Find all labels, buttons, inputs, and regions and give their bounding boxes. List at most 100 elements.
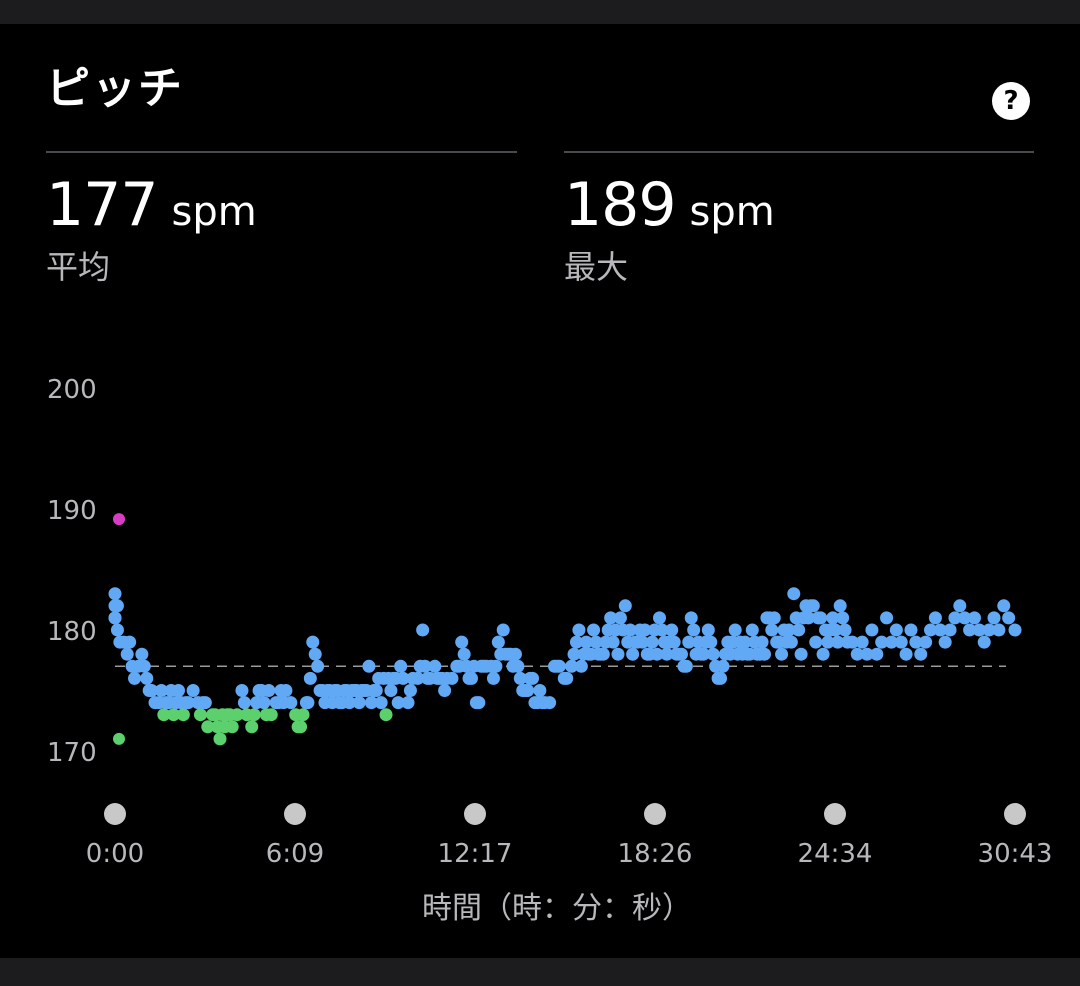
data-point — [416, 623, 430, 637]
data-point — [418, 659, 432, 673]
data-point — [1002, 611, 1016, 625]
data-point — [135, 647, 149, 661]
y-tick-label: 190 — [47, 496, 97, 526]
data-point — [201, 720, 215, 734]
data-point — [176, 708, 190, 722]
data-point — [860, 647, 874, 661]
data-point — [714, 671, 728, 685]
data-point — [938, 635, 952, 649]
x-tick-marker — [644, 803, 666, 825]
question-circle-icon[interactable]: ? — [992, 82, 1030, 120]
data-point — [919, 635, 933, 649]
data-point — [606, 635, 620, 649]
data-point — [982, 623, 996, 637]
data-point — [342, 696, 356, 710]
data-point — [284, 696, 298, 710]
data-point — [108, 587, 122, 601]
data-point — [928, 611, 942, 625]
data-point — [128, 671, 142, 685]
data-point — [108, 611, 122, 625]
data-point — [706, 647, 720, 661]
data-point — [738, 635, 752, 649]
card-title: ピッチ — [46, 63, 184, 114]
x-axis-label: 時間（時：分：秒） — [422, 891, 692, 926]
min-point — [113, 732, 125, 745]
max-point — [113, 513, 125, 526]
data-point — [213, 732, 227, 746]
data-point — [845, 635, 859, 649]
data-point — [943, 623, 957, 637]
data-point — [909, 635, 923, 649]
data-point — [560, 671, 574, 685]
data-point — [403, 684, 417, 697]
data-point — [838, 623, 852, 637]
data-point — [665, 623, 679, 637]
x-tick-label: 18:26 — [618, 839, 693, 869]
data-point — [784, 635, 798, 649]
data-point — [508, 647, 522, 661]
data-point — [704, 635, 718, 649]
data-point — [552, 659, 566, 673]
data-point — [604, 611, 618, 625]
data-point — [638, 623, 652, 637]
data-point — [464, 671, 478, 685]
data-point — [716, 659, 730, 673]
data-point — [308, 647, 322, 661]
data-point — [526, 671, 540, 685]
data-point — [904, 623, 918, 637]
data-point — [245, 720, 259, 734]
data-point — [262, 684, 276, 697]
data-point — [924, 623, 938, 637]
data-point — [833, 599, 847, 613]
data-point — [123, 635, 137, 649]
data-point — [145, 684, 159, 697]
data-point — [521, 684, 535, 697]
data-point — [816, 647, 830, 661]
data-point — [967, 611, 981, 625]
data-point — [755, 635, 769, 649]
stat-divider-average — [46, 151, 517, 153]
x-tick-label: 0:00 — [86, 839, 144, 869]
data-point — [787, 587, 801, 601]
y-tick-label: 170 — [47, 738, 97, 768]
max-cadence-value: 189 spm — [564, 172, 775, 245]
data-point — [230, 708, 244, 722]
data-point — [899, 647, 913, 661]
data-point — [513, 671, 527, 685]
data-point — [977, 635, 991, 649]
x-tick-marker — [104, 803, 126, 825]
data-point — [311, 659, 325, 673]
data-point — [958, 611, 972, 625]
data-point — [294, 720, 308, 734]
data-point — [836, 611, 850, 625]
data-point — [767, 611, 781, 625]
data-point — [565, 659, 579, 673]
data-point — [181, 696, 195, 710]
stat-divider-max — [564, 151, 1034, 153]
data-point — [757, 647, 771, 661]
data-point — [569, 635, 583, 649]
data-point — [1008, 623, 1022, 637]
data-point — [850, 647, 864, 661]
data-point — [865, 623, 879, 637]
data-point — [623, 623, 637, 637]
data-point — [237, 696, 251, 710]
data-point — [247, 708, 261, 722]
data-point — [745, 623, 759, 637]
data-point — [264, 708, 278, 722]
data-point — [394, 659, 408, 673]
data-point — [884, 635, 898, 649]
data-point — [613, 611, 627, 625]
data-point — [303, 671, 317, 685]
max-value-number: 189 — [564, 170, 677, 240]
data-point — [543, 696, 557, 710]
data-point — [765, 623, 779, 637]
average-cadence-value: 177 spm — [46, 172, 257, 245]
data-point — [445, 671, 459, 685]
data-point — [997, 599, 1011, 613]
data-point — [572, 623, 586, 637]
x-tick-marker — [284, 803, 306, 825]
data-point — [782, 623, 796, 637]
data-point — [696, 647, 710, 661]
data-point — [362, 659, 376, 673]
